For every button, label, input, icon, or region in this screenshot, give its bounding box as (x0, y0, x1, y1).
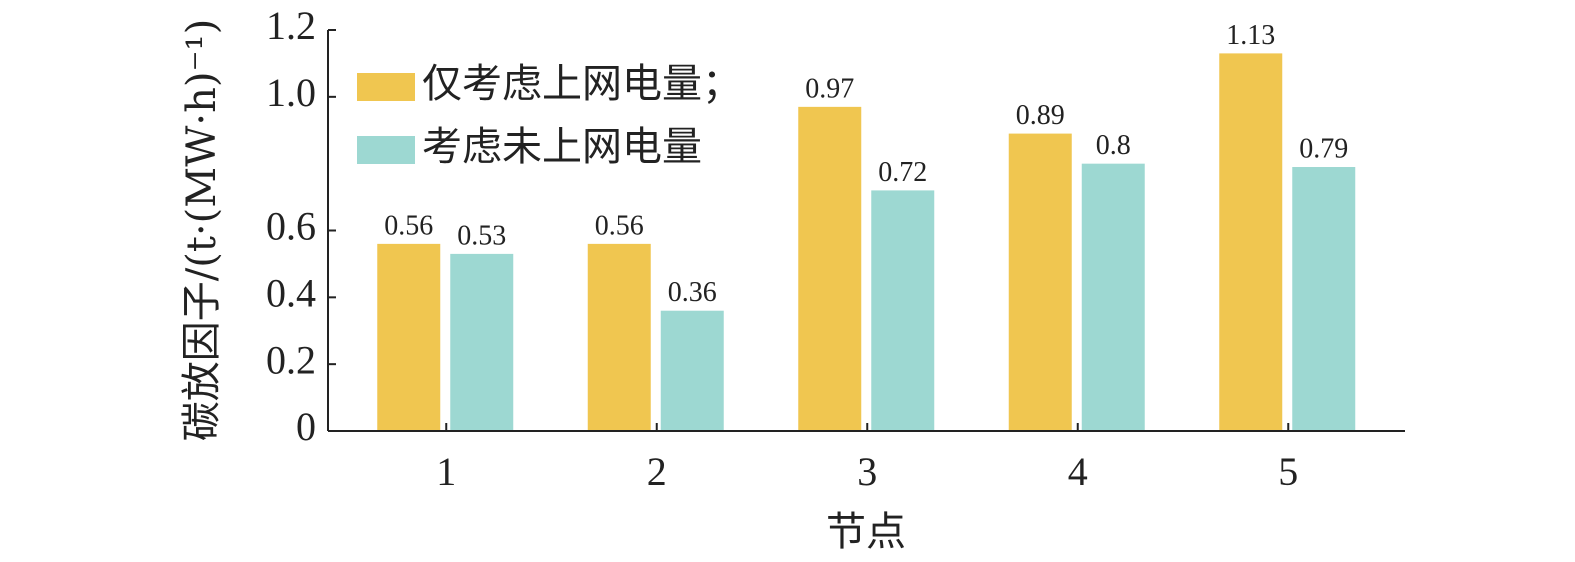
value-label: 0.36 (668, 277, 717, 308)
value-label: 0.72 (878, 157, 927, 188)
bar (1219, 53, 1283, 432)
x-tick-label: 1 (436, 449, 456, 494)
x-tick-label: 2 (647, 449, 667, 494)
bar (1008, 133, 1072, 431)
x-tick-label: 3 (857, 449, 877, 494)
bar (871, 190, 935, 431)
legend-label: 考虑未上网电量 (422, 124, 702, 170)
value-label: 0.56 (384, 210, 433, 241)
y-axis-title: 碳放因子/(t·(MW·h)⁻¹) (179, 19, 225, 441)
legend-swatch (357, 136, 415, 164)
y-tick-label: 0 (296, 404, 316, 449)
bar (450, 253, 514, 431)
legend-swatch (357, 73, 415, 101)
bar (1292, 167, 1356, 431)
bar (377, 243, 441, 431)
value-label: 0.97 (805, 73, 854, 104)
bar (798, 106, 862, 431)
value-label: 0.56 (595, 210, 644, 241)
bar (1081, 163, 1145, 431)
value-label: 0.8 (1096, 130, 1131, 161)
bar (660, 310, 724, 431)
x-tick-label: 4 (1068, 449, 1088, 494)
value-label: 0.79 (1299, 133, 1348, 164)
value-label: 0.53 (457, 220, 506, 251)
y-tick-label: 1.2 (266, 3, 316, 48)
y-tick-label: 0.2 (266, 337, 316, 382)
y-tick-label: 0.6 (266, 204, 316, 249)
y-tick-label: 0.4 (266, 271, 316, 316)
bar (587, 243, 651, 431)
legend-label: 仅考虑上网电量； (422, 61, 742, 107)
y-tick-label: 1.0 (266, 70, 316, 115)
x-tick-label: 5 (1278, 449, 1298, 494)
value-label: 0.89 (1016, 100, 1065, 131)
value-label: 1.13 (1226, 20, 1275, 51)
x-axis-title: 节点 (826, 509, 906, 555)
